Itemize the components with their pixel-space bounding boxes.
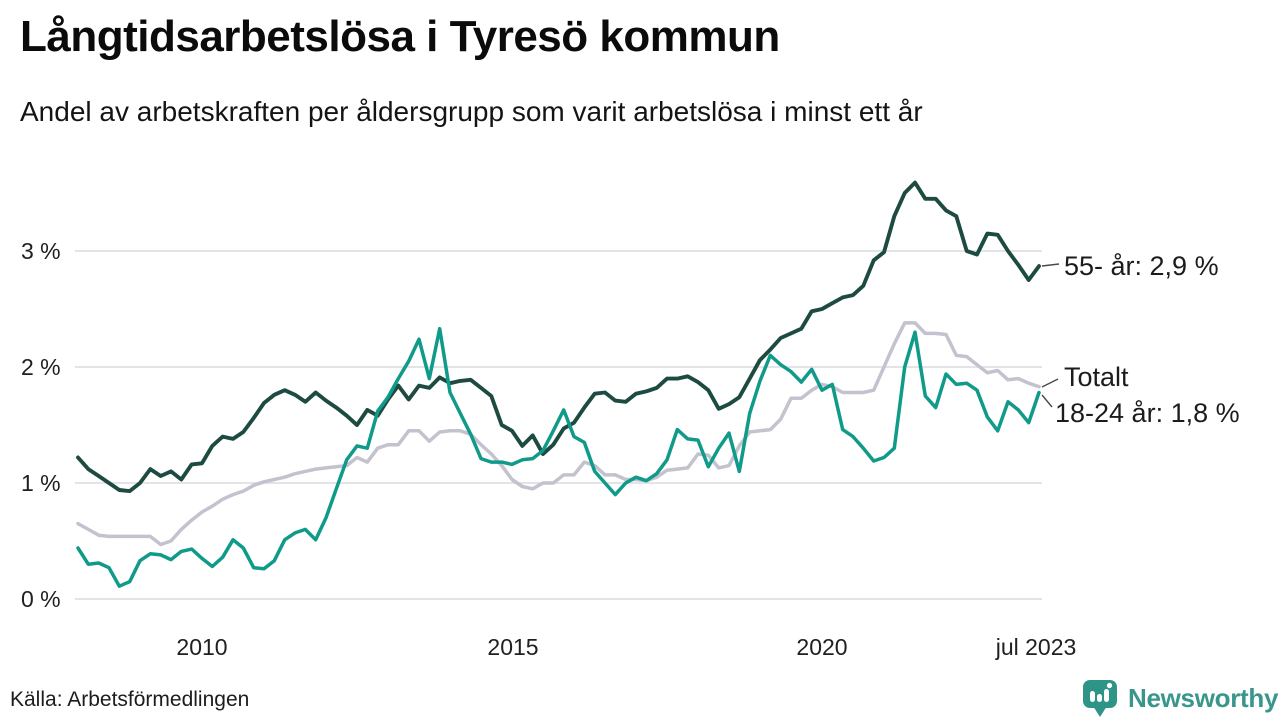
gridlines: [75, 250, 1042, 600]
connector-total: [1041, 378, 1059, 388]
series-label-55: 55- år: 2,9 %: [1064, 251, 1219, 281]
y-tick-1: 1 %: [21, 470, 61, 496]
page-title: Långtidsarbetslösa i Tyresö kommun: [20, 12, 780, 61]
series-line-18-24-r: [76, 326, 1041, 588]
page-subtitle: Andel av arbetskraften per åldersgrupp s…: [20, 96, 923, 127]
series-lines: [76, 180, 1041, 588]
y-tick-0: 0 %: [21, 586, 61, 612]
connector-55: [1041, 263, 1060, 267]
y-tick-2: 2 %: [21, 354, 61, 380]
connector-1824: [1041, 394, 1053, 408]
x-tick-2010: 2010: [176, 634, 228, 660]
series-line-55-r: [76, 180, 1041, 494]
source-credit: Källa: Arbetsförmedlingen: [10, 688, 250, 711]
y-tick-3: 3 %: [21, 238, 61, 264]
series-line-Totalt: [76, 321, 1041, 547]
newsworthy-pin-icon: [1083, 680, 1117, 717]
brand-logo: Newsworthy: [1080, 678, 1278, 718]
label-connectors: [1041, 263, 1060, 408]
x-tick-jul-2023: jul 2023: [995, 634, 1077, 660]
series-label-1824: 18-24 år: 1,8 %: [1055, 398, 1240, 428]
x-tick-2015: 2015: [487, 634, 539, 660]
series-label-total: Totalt: [1064, 362, 1129, 392]
x-tick-2020: 2020: [796, 634, 848, 660]
brand-name: Newsworthy: [1128, 682, 1279, 713]
